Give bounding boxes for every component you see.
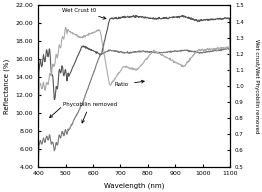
- Y-axis label: Wet crust/Wet Phycobilin removed: Wet crust/Wet Phycobilin removed: [254, 39, 259, 133]
- Text: Wet Crust t0: Wet Crust t0: [62, 8, 106, 19]
- X-axis label: Wavelength (nm): Wavelength (nm): [104, 182, 164, 189]
- Y-axis label: Reflectance (%): Reflectance (%): [3, 58, 10, 114]
- Text: Phycobilin removed: Phycobilin removed: [63, 102, 117, 123]
- Text: Ratio: Ratio: [115, 80, 144, 87]
